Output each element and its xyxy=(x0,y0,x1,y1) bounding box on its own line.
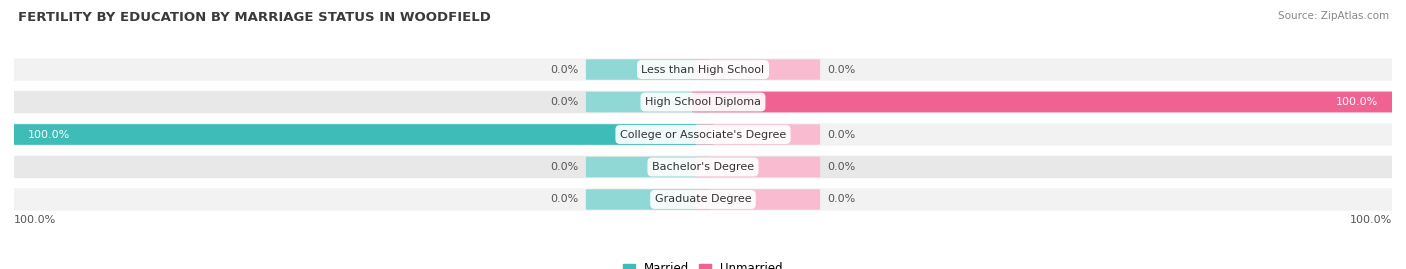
Text: 0.0%: 0.0% xyxy=(827,162,855,172)
FancyBboxPatch shape xyxy=(696,59,820,80)
Text: FERTILITY BY EDUCATION BY MARRIAGE STATUS IN WOODFIELD: FERTILITY BY EDUCATION BY MARRIAGE STATU… xyxy=(18,11,491,24)
FancyBboxPatch shape xyxy=(0,58,1406,81)
Text: Less than High School: Less than High School xyxy=(641,65,765,75)
Text: College or Associate's Degree: College or Associate's Degree xyxy=(620,129,786,140)
FancyBboxPatch shape xyxy=(586,92,710,112)
Text: Graduate Degree: Graduate Degree xyxy=(655,194,751,204)
Legend: Married, Unmarried: Married, Unmarried xyxy=(619,258,787,269)
Text: Bachelor's Degree: Bachelor's Degree xyxy=(652,162,754,172)
Text: Source: ZipAtlas.com: Source: ZipAtlas.com xyxy=(1278,11,1389,21)
Text: 0.0%: 0.0% xyxy=(827,65,855,75)
Text: 100.0%: 100.0% xyxy=(28,129,70,140)
FancyBboxPatch shape xyxy=(0,156,1406,178)
Text: 0.0%: 0.0% xyxy=(551,194,579,204)
Text: 0.0%: 0.0% xyxy=(551,65,579,75)
Text: 0.0%: 0.0% xyxy=(827,129,855,140)
Text: High School Diploma: High School Diploma xyxy=(645,97,761,107)
FancyBboxPatch shape xyxy=(586,59,710,80)
FancyBboxPatch shape xyxy=(696,124,820,145)
FancyBboxPatch shape xyxy=(696,157,820,177)
FancyBboxPatch shape xyxy=(0,91,1406,113)
FancyBboxPatch shape xyxy=(3,124,714,145)
FancyBboxPatch shape xyxy=(692,92,1403,112)
Text: 100.0%: 100.0% xyxy=(1336,97,1378,107)
Text: 100.0%: 100.0% xyxy=(1350,215,1392,225)
FancyBboxPatch shape xyxy=(586,157,710,177)
FancyBboxPatch shape xyxy=(696,189,820,210)
FancyBboxPatch shape xyxy=(586,189,710,210)
Text: 100.0%: 100.0% xyxy=(14,215,56,225)
FancyBboxPatch shape xyxy=(0,123,1406,146)
Text: 0.0%: 0.0% xyxy=(551,97,579,107)
Text: 0.0%: 0.0% xyxy=(827,194,855,204)
Text: 0.0%: 0.0% xyxy=(551,162,579,172)
FancyBboxPatch shape xyxy=(0,188,1406,211)
